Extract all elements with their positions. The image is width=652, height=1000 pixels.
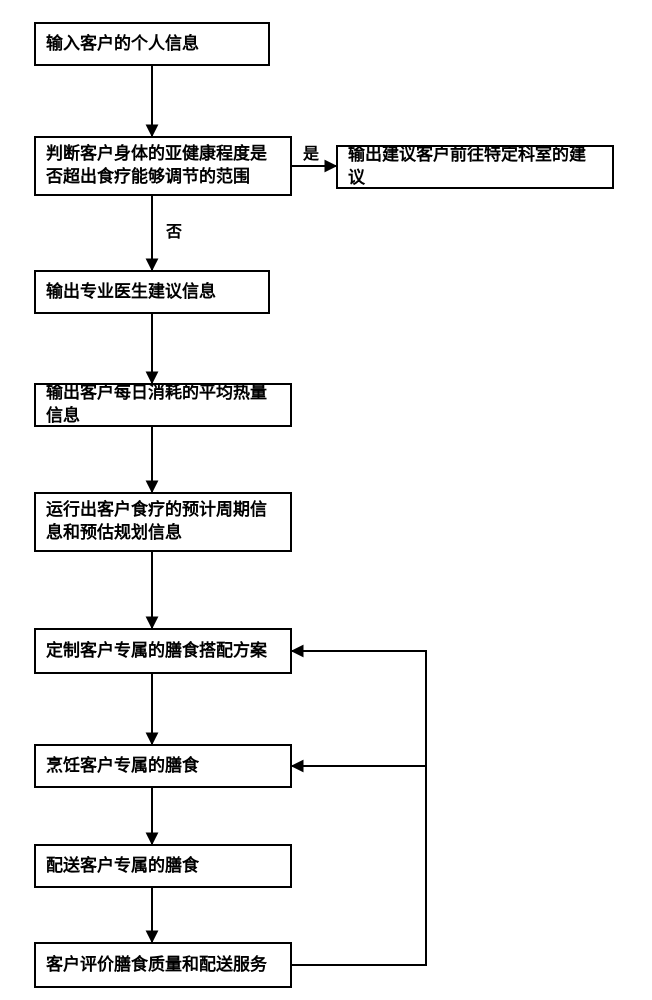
flow-node-label: 配送客户专属的膳食 [46, 855, 280, 878]
edge-label: 否 [166, 218, 182, 242]
flow-node-n6: 运行出客户食疗的预计周期信息和预估规划信息 [34, 492, 292, 552]
flow-node-n5: 输出客户每日消耗的平均热量信息 [34, 383, 292, 427]
flow-node-n3: 输出建议客户前往特定科室的建议 [336, 145, 614, 189]
flow-node-label: 定制客户专属的膳食搭配方案 [46, 640, 280, 663]
flow-node-n9: 配送客户专属的膳食 [34, 844, 292, 888]
flow-node-n4: 输出专业医生建议信息 [34, 270, 270, 314]
flow-node-label: 烹饪客户专属的膳食 [46, 755, 280, 778]
flow-node-n2: 判断客户身体的亚健康程度是否超出食疗能够调节的范围 [34, 136, 292, 196]
flow-node-label: 客户评价膳食质量和配送服务 [46, 954, 280, 977]
flow-node-label: 输出建议客户前往特定科室的建议 [348, 144, 602, 190]
flowchart-canvas: 是否 输入客户的个人信息判断客户身体的亚健康程度是否超出食疗能够调节的范围 输出建议… [0, 0, 652, 1000]
flow-node-label: 输入客户的个人信息 [46, 33, 258, 56]
edge-label: 是 [303, 140, 319, 164]
flow-node-n10: 客户评价膳食质量和配送服务 [34, 942, 292, 988]
flow-node-n8: 烹饪客户专属的膳食 [34, 744, 292, 788]
flow-node-label: 运行出客户食疗的预计周期信息和预估规划信息 [46, 499, 280, 545]
flow-node-label: 判断客户身体的亚健康程度是否超出食疗能够调节的范围 [46, 143, 280, 189]
flow-node-n1: 输入客户的个人信息 [34, 22, 270, 66]
flow-node-label: 输出客户每日消耗的平均热量信息 [46, 382, 280, 428]
flow-node-label: 输出专业医生建议信息 [46, 281, 258, 304]
flow-node-n7: 定制客户专属的膳食搭配方案 [34, 628, 292, 674]
edge [292, 651, 426, 965]
